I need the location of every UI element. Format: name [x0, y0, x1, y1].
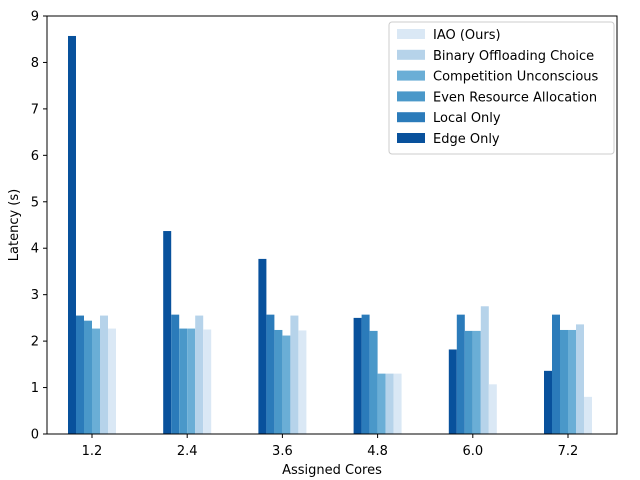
x-tick-label: 6.0 [462, 444, 483, 459]
legend-entry-binary-offloading-choice: Binary Offloading Choice [433, 49, 594, 64]
legend-entry-local-only: Local Only [433, 111, 501, 126]
bar-even-resource-allocation-3-6 [274, 329, 283, 434]
bar-edge-only-3-6 [258, 258, 267, 434]
bar-competition-unconscious-7-2 [568, 329, 576, 434]
y-tick-label: 2 [31, 335, 39, 350]
bar-even-resource-allocation-2-4 [179, 328, 188, 434]
bar-iao-ours--6-0 [488, 384, 497, 434]
bar-local-only-7-2 [552, 314, 560, 434]
bar-binary-offloading-choice-1-2 [100, 315, 108, 434]
x-tick-label: 2.4 [177, 444, 198, 459]
legend-entry-competition-unconscious: Competition Unconscious [433, 70, 599, 85]
bar-binary-offloading-choice-7-2 [576, 324, 584, 434]
bar-binary-offloading-choice-6-0 [480, 306, 489, 434]
bar-competition-unconscious-4-8 [377, 373, 386, 434]
legend-swatch-edge-only [397, 133, 425, 143]
bar-even-resource-allocation-4-8 [369, 330, 378, 434]
bar-even-resource-allocation-6-0 [464, 330, 473, 434]
legend-entry-edge-only: Edge Only [433, 132, 500, 147]
bar-binary-offloading-choice-3-6 [290, 315, 299, 434]
y-tick-label: 7 [31, 102, 39, 117]
y-tick-label: 1 [31, 381, 39, 396]
x-tick-label: 4.8 [367, 444, 388, 459]
y-tick-label: 6 [31, 149, 39, 164]
bar-competition-unconscious-6-0 [472, 330, 481, 434]
legend: IAO (Ours) Binary Offloading Choice Compet… [388, 21, 615, 155]
legend-swatch-even-resource-allocation [397, 91, 425, 102]
bar-local-only-4-8 [361, 314, 370, 434]
legend-entry-even-resource-allocation: Even Resource Allocation [433, 90, 597, 105]
y-tick-label: 3 [31, 288, 39, 303]
bar-iao-ours--2-4 [203, 329, 212, 434]
bar-iao-ours--3-6 [298, 330, 307, 434]
bar-iao-ours--1-2 [108, 328, 116, 434]
plot-frame [46, 15, 618, 435]
y-tick-label: 9 [31, 10, 39, 25]
legend-swatch-competition-unconscious [397, 70, 425, 81]
bar-local-only-3-6 [266, 314, 275, 434]
bar-even-resource-allocation-7-2 [560, 329, 568, 434]
x-axis-label: Assigned Cores [282, 463, 382, 478]
y-axis-label: Latency (s) [7, 189, 22, 261]
x-tick-label: 1.2 [82, 444, 103, 459]
bar-binary-offloading-choice-4-8 [385, 373, 394, 434]
bar-even-resource-allocation-1-2 [84, 320, 92, 434]
bar-competition-unconscious-1-2 [92, 328, 100, 434]
bar-local-only-2-4 [171, 314, 180, 434]
bar-local-only-1-2 [76, 315, 84, 434]
bar-competition-unconscious-3-6 [282, 335, 291, 434]
bars-group [68, 35, 592, 435]
bar-edge-only-4-8 [353, 317, 362, 434]
y-tick-label: 4 [31, 242, 39, 257]
bar-iao-ours--7-2 [584, 396, 592, 434]
x-tick-label: 3.6 [272, 444, 293, 459]
legend-swatch-iao-ours- [397, 29, 425, 39]
axes-group: 0 1 2 3 4 5 6 7 8 9 1.2 2.4 3.6 4.8 6.0 7.2 [31, 10, 618, 459]
bar-edge-only-1-2 [68, 35, 76, 435]
y-tick-label: 8 [31, 56, 39, 71]
y-tick-label: 0 [31, 428, 39, 443]
bar-iao-ours--4-8 [393, 373, 402, 434]
bar-edge-only-6-0 [448, 349, 457, 434]
legend-entry-iao-ours-: IAO (Ours) [433, 28, 501, 43]
legend-swatch-binary-offloading-choice [397, 49, 425, 60]
bar-competition-unconscious-2-4 [187, 328, 196, 434]
bar-local-only-6-0 [456, 314, 465, 434]
x-tick-label: 7.2 [558, 444, 579, 459]
legend-swatch-local-only [397, 112, 425, 123]
legend-box [388, 21, 615, 155]
bar-binary-offloading-choice-2-4 [195, 315, 204, 434]
bar-edge-only-7-2 [544, 370, 552, 434]
y-tick-label: 5 [31, 195, 39, 210]
bar-edge-only-2-4 [163, 231, 172, 434]
